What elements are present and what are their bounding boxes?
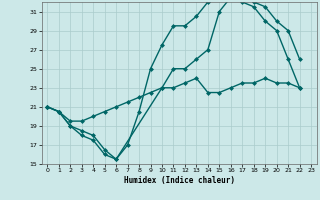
X-axis label: Humidex (Indice chaleur): Humidex (Indice chaleur) (124, 176, 235, 185)
